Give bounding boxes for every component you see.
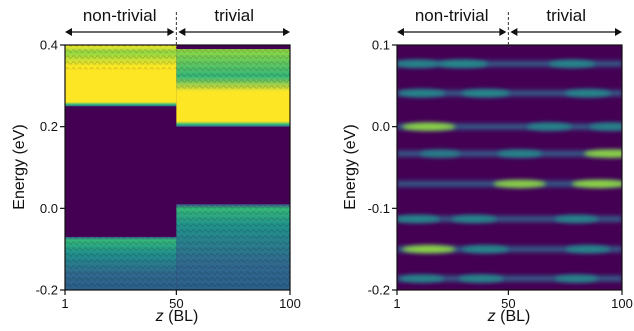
left-x-axis-variable: z (155, 308, 164, 325)
right-state-bands (397, 59, 622, 283)
left-arrow-head (65, 28, 72, 36)
right-x-axis-unit: (BL) (500, 308, 530, 325)
right-region-annotations: non-trivial trivial (397, 6, 622, 48)
right-x-axis-variable: z (487, 308, 496, 325)
left-region-label: non-trivial (83, 6, 157, 25)
right-state-peak (397, 214, 441, 223)
right-state-peak (583, 149, 622, 158)
left-interference-pattern (176, 49, 290, 90)
right-background (397, 45, 622, 290)
left-arrow-head (178, 28, 186, 36)
right-state-peak (565, 245, 611, 254)
left-interference-pattern (65, 236, 177, 290)
right-arrow-head (615, 28, 622, 36)
left-y-tick-label: 0.4 (40, 38, 58, 53)
right-y-tick-label: -0.1 (368, 201, 390, 216)
left-y-tick-label: -0.2 (36, 283, 58, 298)
left-x-tick-label: 1 (61, 296, 68, 311)
left-y-tick-label: 0.2 (40, 119, 58, 134)
right-x-tick-label: 100 (611, 296, 633, 311)
right-region-label: non-trivial (415, 6, 489, 25)
right-state-peak (451, 214, 497, 223)
left-y-tick-label: 0.0 (40, 201, 58, 216)
right-state-peak (564, 89, 612, 98)
right-state-peak (589, 122, 622, 131)
right-y-axis-label: Energy (eV) (342, 124, 359, 209)
right-state-peak (526, 122, 572, 131)
left-region-annotations: non-trivial trivial (65, 6, 290, 48)
right-state-band (397, 123, 622, 130)
right-state-peak (554, 274, 599, 283)
right-axes-frame (396, 44, 623, 291)
right-state-band (397, 60, 622, 67)
right-x-tick-label: 50 (501, 296, 515, 311)
left-arrow-head (167, 28, 175, 36)
right-region-label: trivial (546, 6, 586, 25)
right-state-band (397, 275, 622, 282)
right-ticks: -0.2 -0.1 0.0 0.1 1 50 100 (368, 38, 633, 312)
right-state-peak (419, 149, 461, 158)
left-x-axis-label: z (BL) (155, 308, 199, 325)
left-interference-pattern (176, 204, 290, 290)
right-state-peak (493, 179, 546, 188)
left-panel: -0.2 0.0 0.2 0.4 1 50 100 Energy (eV) z (BL) n… (11, 6, 301, 325)
right-y-tick-label: 0.1 (372, 38, 390, 53)
right-state-peak (458, 274, 504, 283)
right-x-tick-label: 1 (393, 296, 400, 311)
right-state-peak (571, 179, 622, 188)
right-state-peak (548, 59, 596, 68)
left-x-tick-label: 50 (169, 296, 183, 311)
left-y-axis-label: Energy (eV) (11, 124, 28, 209)
right-state-peak (462, 245, 509, 254)
right-state-peak (402, 245, 456, 254)
right-state-band (397, 215, 622, 222)
right-x-axis-label: z (BL) (487, 308, 531, 325)
right-heatmap (397, 45, 622, 290)
right-state-peak (497, 149, 543, 158)
right-state-peak (397, 59, 441, 68)
right-arrow-head (510, 28, 518, 36)
left-arrow-head (283, 28, 290, 36)
right-arrow-head (397, 28, 404, 36)
right-arrow-head (499, 28, 507, 36)
left-ticks: -0.2 0.0 0.2 0.4 1 50 100 (36, 38, 301, 312)
right-state-peak (437, 59, 488, 68)
right-panel: -0.2-0.10.00.11 50 100 Energy (eV) z (BL) … (342, 6, 633, 325)
right-state-peak (398, 89, 446, 98)
right-state-band (397, 246, 622, 253)
left-x-axis-unit: (BL) (168, 308, 198, 325)
right-state-peak (400, 274, 444, 283)
left-x-tick-label: 100 (279, 296, 301, 311)
right-state-peak (554, 214, 599, 223)
left-heatmap (65, 45, 290, 290)
right-state-peak (461, 89, 511, 98)
right-y-tick-label: 0.0 (372, 119, 390, 134)
left-axes-frame (64, 44, 291, 291)
left-interference-pattern (65, 45, 177, 70)
left-region-label: trivial (214, 6, 254, 25)
right-y-tick-label: -0.2 (368, 283, 390, 298)
right-state-peak (402, 122, 456, 131)
